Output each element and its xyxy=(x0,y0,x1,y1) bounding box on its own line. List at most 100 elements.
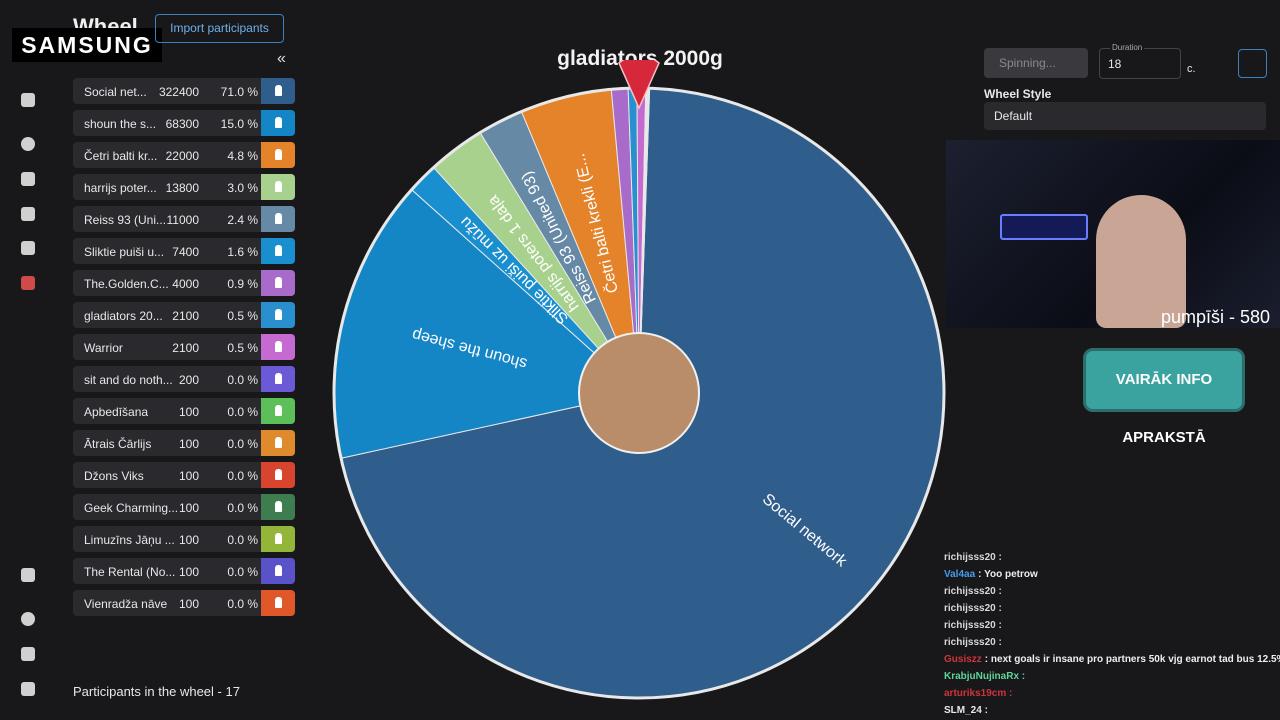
participant-amount: 100 xyxy=(178,565,199,579)
participant-amount: 68300 xyxy=(165,117,199,131)
participant-amount: 2100 xyxy=(172,309,199,323)
participant-icon[interactable] xyxy=(261,238,295,264)
participant-percent: 0.5 % xyxy=(227,309,258,323)
logout-icon[interactable] xyxy=(21,276,35,290)
chat-message: richijsss20 : xyxy=(934,603,1005,614)
participant-icon[interactable] xyxy=(261,590,295,616)
chat-user: richijsss20 : xyxy=(944,552,1002,563)
participant-name: Apbedīšana xyxy=(84,405,149,419)
participant-icon[interactable] xyxy=(261,462,295,488)
participant-percent: 0.9 % xyxy=(227,277,258,291)
participant-percent: 2.4 % xyxy=(227,213,258,227)
participant-percent: 15.0 % xyxy=(220,117,258,131)
chat-message: richijsss20 : xyxy=(934,552,1005,563)
shield-icon[interactable] xyxy=(21,207,35,221)
wheel-title: gladiators 2000g xyxy=(557,47,723,70)
chat-message: KrabjuNujinaRx : xyxy=(934,671,1028,682)
chat-message: richijsss20 : xyxy=(934,637,1005,648)
streamer xyxy=(1096,195,1186,328)
participant-amount: 4000 xyxy=(172,277,199,291)
participant-amount: 100 xyxy=(178,469,199,483)
participant-count: Participants in the wheel - 17 xyxy=(73,684,240,699)
participant-percent: 0.0 % xyxy=(227,533,258,547)
participant-icon[interactable] xyxy=(261,494,295,520)
duration-unit: c. xyxy=(1187,63,1196,75)
wheel-center-image xyxy=(578,332,700,454)
participant-row: Social net... 322400 71.0 % xyxy=(73,78,295,104)
participant-icon[interactable] xyxy=(261,110,295,136)
participant-row: shoun the s... 68300 15.0 % xyxy=(73,110,295,136)
participant-percent: 0.0 % xyxy=(227,565,258,579)
participant-percent: 0.0 % xyxy=(227,501,258,515)
participant-icon[interactable] xyxy=(261,558,295,584)
participant-icon[interactable] xyxy=(261,430,295,456)
participant-row: The Rental (No... 100 0.0 % xyxy=(73,558,295,584)
participant-amount: 100 xyxy=(178,437,199,451)
participant-icon[interactable] xyxy=(261,174,295,200)
participant-name: Geek Charming... xyxy=(84,501,179,515)
chat-message: arturiks19cm : xyxy=(934,688,1015,699)
participant-row: Geek Charming... 100 0.0 % xyxy=(73,494,295,520)
participant-amount: 11000 xyxy=(166,213,199,227)
video-icon[interactable] xyxy=(21,241,35,255)
participant-row: Apbedīšana 100 0.0 % xyxy=(73,398,295,424)
participant-icon[interactable] xyxy=(261,526,295,552)
style-select[interactable]: Default xyxy=(984,102,1266,130)
chat-message: richijsss20 : xyxy=(934,586,1005,597)
participant-icon[interactable] xyxy=(261,206,295,232)
participant-row: harrijs poter... 13800 3.0 % xyxy=(73,174,295,200)
brand-logo: SAMSUNG xyxy=(12,28,162,62)
chat-user: arturiks19cm : xyxy=(944,688,1013,699)
chat-user: SLM_24 : xyxy=(944,705,988,716)
settings-icon[interactable] xyxy=(21,137,35,151)
participant-icon[interactable] xyxy=(261,302,295,328)
participant-row: Sliktie puiši u... 7400 1.6 % xyxy=(73,238,295,264)
chat-message: Val4aa: Yoo petrow xyxy=(934,569,1038,580)
participant-name: gladiators 20... xyxy=(84,309,163,323)
participant-icon[interactable] xyxy=(261,270,295,296)
stream-overlay: pumpīši - 580 xyxy=(1160,307,1270,327)
participant-amount: 22000 xyxy=(165,149,199,163)
participant-percent: 71.0 % xyxy=(220,85,258,99)
participant-amount: 100 xyxy=(178,501,199,515)
translate-icon[interactable] xyxy=(21,568,35,582)
collapse-button[interactable]: « xyxy=(277,50,286,67)
music-button[interactable] xyxy=(1238,49,1267,78)
github-icon[interactable] xyxy=(21,612,35,626)
info-banner: VAIRĀK INFO APRAKSTĀ xyxy=(1083,348,1245,446)
participant-icon[interactable] xyxy=(261,398,295,424)
participant-percent: 3.0 % xyxy=(227,181,258,195)
participant-row: The.Golden.C... 4000 0.9 % xyxy=(73,270,295,296)
chat-user: Val4aa xyxy=(944,569,976,580)
chat-user: richijsss20 : xyxy=(944,620,1002,631)
chat-message: SLM_24 : xyxy=(934,705,991,716)
participant-icon[interactable] xyxy=(261,142,295,168)
participant-icon[interactable] xyxy=(261,78,295,104)
participant-percent: 1.6 % xyxy=(227,245,258,259)
participant-amount: 322400 xyxy=(158,85,199,99)
duration-value: 18 xyxy=(1108,57,1122,71)
participant-percent: 0.0 % xyxy=(227,469,258,483)
participant-percent: 0.0 % xyxy=(227,597,258,611)
layers-icon[interactable] xyxy=(21,172,35,186)
participant-icon[interactable] xyxy=(261,366,295,392)
spin-button[interactable]: Spinning... xyxy=(984,48,1088,78)
participant-amount: 7400 xyxy=(172,245,199,259)
stats-icon[interactable] xyxy=(21,93,35,107)
participant-row: gladiators 20... 2100 0.5 % xyxy=(73,302,295,328)
participant-icon[interactable] xyxy=(261,334,295,360)
participant-name: Četri balti kr... xyxy=(84,149,158,163)
participant-name: Reiss 93 (Uni... xyxy=(84,213,167,227)
chat-user: Gusiszz xyxy=(944,654,982,665)
neon-sign xyxy=(1000,214,1088,240)
telegram-icon[interactable] xyxy=(21,647,35,661)
participant-name: Vienradža nāve xyxy=(84,597,168,611)
donate-icon[interactable] xyxy=(21,682,35,696)
chat-user: KrabjuNujinaRx : xyxy=(944,671,1026,682)
participant-name: Social net... xyxy=(84,85,147,99)
import-button[interactable]: Import participants xyxy=(155,14,284,43)
participant-percent: 0.0 % xyxy=(227,373,258,387)
participant-name: The.Golden.C... xyxy=(84,277,169,291)
